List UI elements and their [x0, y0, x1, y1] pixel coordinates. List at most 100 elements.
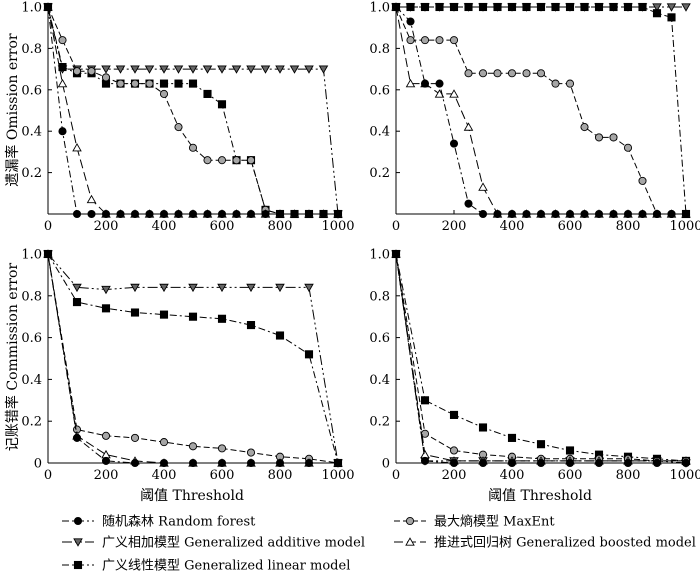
data-point-rf: [203, 209, 212, 219]
data-point-maxent: [130, 433, 140, 442]
series-line-gam: [47, 253, 339, 464]
data-point-maxent: [522, 69, 531, 78]
series-glm: [43, 249, 343, 468]
data-point-rf: [420, 79, 430, 88]
data-point-maxent: [116, 79, 125, 88]
data-point-gam: [217, 65, 227, 74]
data-point-gam: [275, 283, 285, 293]
data-point-gam: [260, 65, 271, 74]
data-point-gam: [681, 3, 691, 12]
data-point-rf: [319, 209, 328, 219]
data-point-rf: [130, 209, 140, 219]
series-maxent: [43, 249, 343, 468]
y-tick-label: 0.4: [21, 125, 42, 140]
y-tick-label: 0.4: [369, 125, 390, 140]
series-line-maxent: [395, 253, 686, 462]
series-gam: [43, 250, 343, 468]
data-point-maxent: [551, 79, 560, 88]
series-line-glm: [47, 6, 338, 215]
data-point-rf: [565, 458, 575, 468]
series-line-brt: [47, 6, 338, 215]
data-point-gam: [202, 65, 213, 74]
data-point-maxent: [449, 36, 459, 45]
y-tick-label: 0.6: [21, 83, 42, 98]
data-point-glm: [435, 2, 444, 12]
y-tick-label: 0.4: [369, 373, 390, 388]
data-point-rf: [609, 209, 618, 219]
data-point-brt: [57, 78, 68, 88]
data-point-rf: [681, 458, 691, 468]
data-point-glm: [217, 314, 227, 323]
series-line-brt: [395, 253, 686, 462]
data-point-maxent: [406, 36, 415, 45]
ylabel-omission: 遗漏率 Omission error: [4, 33, 21, 187]
series-line-rf: [395, 253, 686, 464]
data-point-rf: [551, 209, 560, 219]
data-point-rf: [435, 79, 444, 88]
legend-marker: [73, 516, 83, 526]
panel-top-right: 0 200 400 600 800 1000 0.2 0.4 0.6 0.8 1.0: [369, 1, 700, 235]
legend-item-maxent: 最大熵模型 MaxEnt: [394, 514, 555, 530]
data-point-gam: [304, 283, 314, 293]
panel-bottom-right: 0 200 400 600 800 1000 0 0.2 0.4 0.6 0.8 1.0: [369, 248, 700, 484]
data-point-gam: [246, 283, 256, 293]
data-point-maxent: [493, 69, 502, 78]
x-tick-label: 600: [558, 468, 583, 483]
x-tick-label: 600: [210, 468, 235, 483]
x-tick-label: 1000: [321, 219, 354, 234]
series-maxent: [391, 2, 691, 219]
data-point-gam: [318, 65, 329, 74]
data-point-glm: [449, 410, 459, 419]
data-point-glm: [188, 312, 198, 321]
data-point-glm: [420, 396, 430, 405]
data-point-glm: [188, 79, 198, 88]
data-point-glm: [449, 2, 459, 12]
y-tick-label: 0.8: [369, 42, 390, 57]
data-point-brt: [463, 122, 474, 131]
data-point-maxent: [536, 69, 546, 78]
x-tick-label: 800: [268, 219, 293, 234]
data-point-glm: [493, 2, 502, 12]
data-point-glm: [275, 331, 285, 340]
series-rf: [391, 2, 691, 219]
data-point-rf: [87, 209, 96, 219]
data-point-maxent: [246, 156, 256, 165]
data-point-rf: [101, 209, 111, 219]
data-point-glm: [478, 2, 488, 12]
data-point-maxent: [145, 79, 154, 88]
legend-item-glm: 广义线性模型 Generalized linear model: [62, 559, 350, 574]
data-point-glm: [594, 2, 604, 12]
data-point-glm: [507, 433, 517, 442]
y-tick-label: 0: [382, 457, 390, 472]
data-point-gam: [130, 283, 140, 293]
legend-marker: [405, 537, 415, 546]
y-tick-label: 0.8: [21, 289, 42, 304]
data-point-maxent: [159, 438, 169, 447]
data-point-rf: [290, 209, 299, 219]
x-tick-label: 400: [500, 468, 525, 483]
data-point-maxent: [217, 444, 227, 453]
data-point-glm: [507, 2, 517, 12]
data-point-brt: [405, 78, 416, 88]
data-point-rf: [72, 209, 82, 219]
x-tick-label: 1000: [321, 468, 354, 483]
data-point-gam: [304, 65, 314, 74]
data-point-rf: [449, 458, 459, 468]
data-point-maxent: [638, 176, 647, 185]
data-point-maxent: [478, 69, 488, 78]
data-point-gam: [652, 3, 662, 12]
data-point-rf: [536, 209, 546, 219]
series-brt: [43, 2, 343, 218]
data-point-gam: [101, 65, 111, 74]
data-point-rf: [101, 456, 111, 465]
data-point-maxent: [449, 446, 459, 455]
data-point-glm: [623, 2, 633, 12]
data-point-maxent: [130, 79, 140, 88]
data-point-brt: [420, 449, 430, 459]
x-tick-label: 0: [392, 468, 400, 483]
x-tick-label: 0: [44, 468, 52, 483]
data-point-gam: [101, 285, 111, 295]
data-point-rf: [478, 458, 488, 468]
data-point-rf: [667, 209, 676, 219]
data-point-rf: [304, 458, 314, 468]
